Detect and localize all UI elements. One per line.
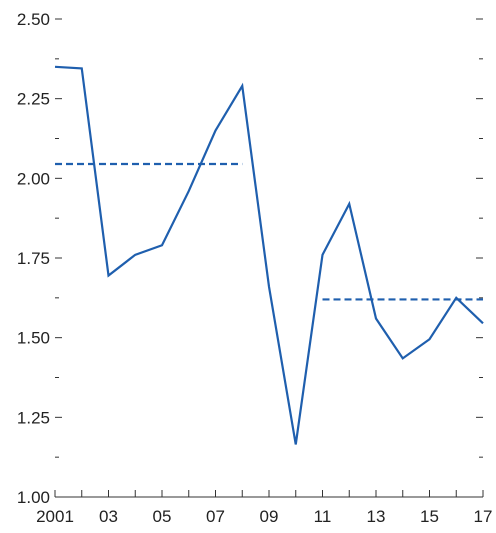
y-tick-label: 2.00 [17,169,50,188]
x-tick-label: 09 [260,507,279,526]
x-tick-label: 13 [367,507,386,526]
x-tick-label: 05 [153,507,172,526]
y-tick-label: 1.25 [17,408,50,427]
plot-area [54,65,484,445]
x-tick-label: 07 [206,507,225,526]
y-tick-label: 1.50 [17,329,50,348]
x-tick-label: 17 [474,507,493,526]
ticks [54,18,484,498]
y-tick-label: 2.50 [17,10,50,29]
y-tick-label: 1.75 [17,249,50,268]
x-tick-label: 03 [99,507,118,526]
y-tick-label: 2.25 [17,90,50,109]
y-tick-label: 1.00 [17,488,50,507]
tick-labels: 1.00 1.25 1.50 1.75 2.00 2.25 2.50 2001 03 05 07 09… [17,10,493,526]
x-tick-label: 15 [420,507,439,526]
x-tick-label: 2001 [36,507,74,526]
x-tick-label: 11 [314,507,332,526]
series-line [54,65,484,445]
